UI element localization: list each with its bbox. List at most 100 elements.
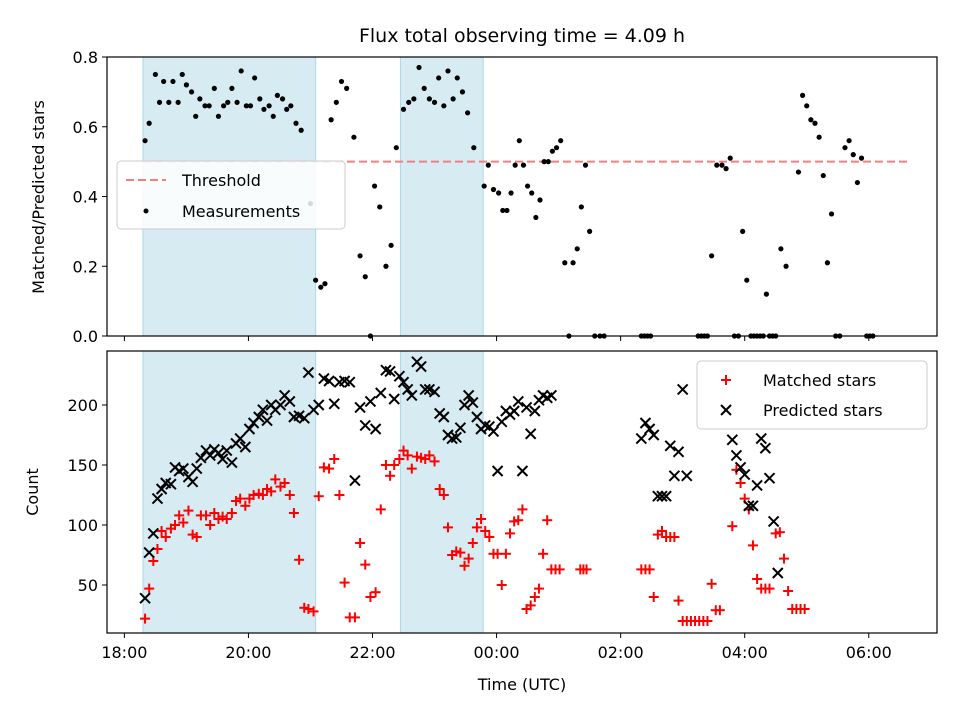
measurement-point — [570, 260, 576, 266]
measurement-point — [156, 99, 163, 105]
matched-star-point — [140, 613, 151, 624]
measurement-point — [582, 162, 589, 168]
cross-b — [648, 429, 660, 441]
predicted-star-point — [191, 462, 203, 475]
measurement-point — [225, 99, 231, 105]
bottom-ytick-label: 150 — [67, 456, 98, 475]
measurement-point — [161, 78, 167, 85]
measurement-point — [744, 277, 750, 283]
measurement-point — [175, 99, 181, 105]
matched-star-point — [248, 490, 259, 500]
predicted-star-point — [354, 401, 366, 414]
measurement-point — [357, 253, 363, 259]
predicted-star-point — [419, 383, 431, 396]
cross-b — [643, 423, 656, 435]
matched-star-point — [442, 522, 453, 533]
legend-measurements-swatch — [143, 208, 149, 214]
measurement-point — [313, 277, 319, 283]
matched-star-point — [174, 510, 185, 521]
measurement-point — [858, 155, 865, 161]
cross-b — [524, 428, 537, 440]
matched-star-point — [349, 612, 360, 623]
cross-b — [375, 387, 387, 399]
predicted-star-point — [177, 462, 190, 475]
measurement-point — [799, 92, 806, 98]
cross-b — [720, 404, 732, 416]
legend-predicted-swatch — [720, 404, 732, 416]
predicted-star-point — [298, 412, 310, 424]
cross-b — [234, 432, 246, 445]
predicted-star-point — [643, 423, 656, 435]
measurement-point — [243, 103, 249, 109]
measurement-point — [587, 228, 593, 234]
cross-b — [243, 423, 256, 435]
cross-b — [253, 411, 265, 423]
matched-star-point — [205, 520, 216, 530]
matched-star-point — [313, 491, 324, 502]
predicted-star-point — [487, 425, 500, 438]
cross-b — [462, 389, 475, 402]
measurement-point — [450, 96, 456, 102]
predicted-star-point — [186, 476, 199, 488]
cross-b — [298, 412, 310, 424]
cross-b — [221, 444, 233, 457]
predicted-star-point — [143, 546, 155, 559]
measurement-point — [179, 71, 185, 78]
measurement-point — [298, 127, 304, 133]
measurement-point — [496, 190, 502, 196]
matched-star-point — [156, 526, 167, 536]
measurement-point — [393, 145, 399, 151]
cross-b — [384, 365, 396, 378]
top-y-axis-ticks: 0.0 0.2 0.4 0.6 0.8 — [73, 48, 107, 346]
predicted-star-point — [639, 417, 652, 429]
legend-matched-swatch — [721, 375, 731, 385]
top-panel: 0.00.20.40.60.8 Matched/Predicted stars … — [29, 48, 938, 346]
matched-star-point — [702, 616, 713, 626]
predicted-star-point — [772, 567, 784, 579]
predicted-star-point — [660, 490, 672, 502]
measurement-point — [322, 281, 328, 287]
measurement-point — [261, 106, 267, 112]
top-ytick-label: 0.6 — [73, 118, 98, 137]
cross-b — [165, 478, 177, 490]
matched-star-point — [764, 583, 775, 594]
cross-b — [738, 468, 751, 481]
matched-star-point — [406, 463, 417, 474]
measurement-point — [229, 85, 235, 91]
measurement-point — [578, 204, 584, 210]
matched-star-point — [517, 504, 528, 515]
xtick-label: 06:00 — [846, 643, 892, 662]
measurement-point — [445, 68, 451, 74]
measurement-point — [541, 159, 547, 165]
measurement-point — [481, 183, 487, 189]
measurement-point — [842, 145, 848, 151]
cross-b — [545, 389, 558, 402]
measurement-point — [828, 211, 835, 217]
matched-star-point — [554, 564, 565, 575]
predicted-star-point — [734, 461, 747, 474]
matched-star-point — [235, 493, 246, 504]
predicted-star-point — [221, 444, 233, 457]
predicted-star-point — [401, 383, 414, 396]
matched-star-point — [496, 580, 507, 590]
cross-b — [656, 490, 668, 502]
bottom-y-axis-ticks: 50 100 150 200 — [67, 396, 107, 595]
cross-b — [726, 434, 738, 446]
matched-star-point — [178, 517, 189, 528]
matched-star-point — [294, 554, 305, 565]
matched-star-point — [500, 548, 511, 559]
matched-star-point — [476, 514, 487, 524]
matched-star-point — [221, 514, 232, 524]
matched-star-point — [318, 462, 329, 473]
cross-b — [364, 395, 377, 408]
predicted-star-point — [450, 431, 462, 444]
predicted-star-point — [369, 423, 382, 435]
predicted-star-point — [302, 366, 315, 379]
cross-b — [772, 567, 784, 579]
matched-star-point — [355, 538, 366, 548]
cross-b — [344, 376, 356, 388]
cross-b — [369, 423, 382, 435]
cross-b — [226, 456, 238, 469]
measurement-point — [824, 260, 831, 266]
predicted-star-point — [755, 432, 767, 445]
